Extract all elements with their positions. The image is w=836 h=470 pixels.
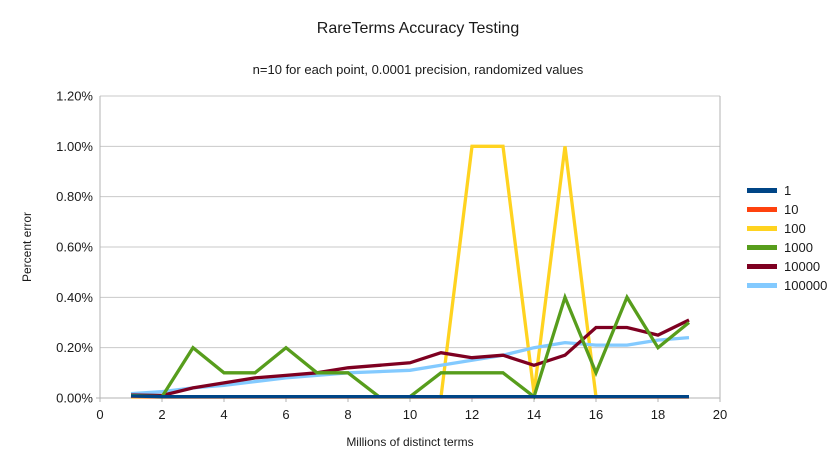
x-tick-label: 14 bbox=[527, 407, 541, 422]
legend-item-100: 100 bbox=[747, 219, 827, 238]
legend-label: 100000 bbox=[784, 278, 828, 293]
legend-item-1000: 1000 bbox=[747, 238, 827, 257]
x-tick-label: 20 bbox=[713, 407, 727, 422]
legend-label: 10 bbox=[784, 202, 799, 217]
chart-title: RareTerms Accuracy Testing bbox=[316, 20, 520, 37]
series-line-10000 bbox=[130, 318, 690, 398]
legend-label: 100 bbox=[784, 221, 806, 236]
legend-label: 1 bbox=[784, 183, 792, 198]
legend-item-10: 10 bbox=[747, 200, 827, 219]
legend-item-100000: 100000 bbox=[747, 276, 827, 295]
x-tick-label: 18 bbox=[651, 407, 665, 422]
legend-swatch-10 bbox=[747, 207, 777, 212]
y-tick-label: 1.00% bbox=[56, 139, 93, 154]
y-tick-label: 0.40% bbox=[56, 290, 93, 305]
legend-swatch-100000 bbox=[747, 283, 777, 288]
y-tick-label: 1.20% bbox=[56, 89, 93, 104]
series-line-1 bbox=[130, 394, 689, 399]
x-tick-label: 12 bbox=[465, 407, 479, 422]
y-tick-label: 0.60% bbox=[56, 240, 93, 255]
series-line-100000 bbox=[130, 335, 690, 396]
x-tick-label: 2 bbox=[158, 407, 165, 422]
chart-subtitle: n=10 for each point, 0.0001 precision, r… bbox=[252, 62, 584, 77]
legend: 1 10 100 1000 10000 100000 bbox=[747, 181, 827, 295]
legend-label: 1000 bbox=[784, 240, 813, 255]
legend-swatch-100 bbox=[747, 226, 777, 231]
x-tick-label: 0 bbox=[96, 407, 103, 422]
legend-swatch-10000 bbox=[747, 264, 777, 269]
series-line-1000 bbox=[130, 292, 691, 400]
y-tick-label: 0.80% bbox=[56, 189, 93, 204]
legend-item-10000: 10000 bbox=[747, 257, 827, 276]
x-tick-label: 16 bbox=[589, 407, 603, 422]
x-tick-label: 6 bbox=[282, 407, 289, 422]
x-axis-title: Millions of distinct terms bbox=[346, 435, 474, 449]
legend-label: 10000 bbox=[784, 259, 821, 274]
x-tick-label: 10 bbox=[403, 407, 417, 422]
x-tick-label: 8 bbox=[344, 407, 351, 422]
legend-swatch-1 bbox=[747, 188, 777, 193]
series-line-100 bbox=[131, 144, 689, 399]
y-tick-label: 0.00% bbox=[56, 391, 93, 406]
y-tick-label: 0.20% bbox=[56, 340, 93, 355]
legend-item-1: 1 bbox=[747, 181, 827, 200]
legend-swatch-1000 bbox=[747, 245, 777, 250]
x-tick-label: 4 bbox=[220, 407, 227, 422]
